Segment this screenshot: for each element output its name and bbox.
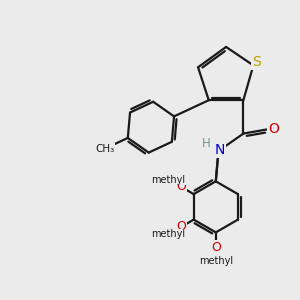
Text: H: H	[202, 137, 211, 150]
Text: O: O	[268, 122, 279, 136]
Text: N: N	[214, 143, 225, 157]
Text: methyl: methyl	[152, 175, 186, 184]
Text: methyl: methyl	[199, 256, 233, 266]
Text: CH₃: CH₃	[95, 144, 115, 154]
Text: S: S	[252, 55, 261, 69]
Text: O: O	[176, 220, 186, 233]
Text: O: O	[211, 241, 221, 254]
Text: O: O	[176, 180, 186, 193]
Text: methyl: methyl	[152, 229, 186, 239]
